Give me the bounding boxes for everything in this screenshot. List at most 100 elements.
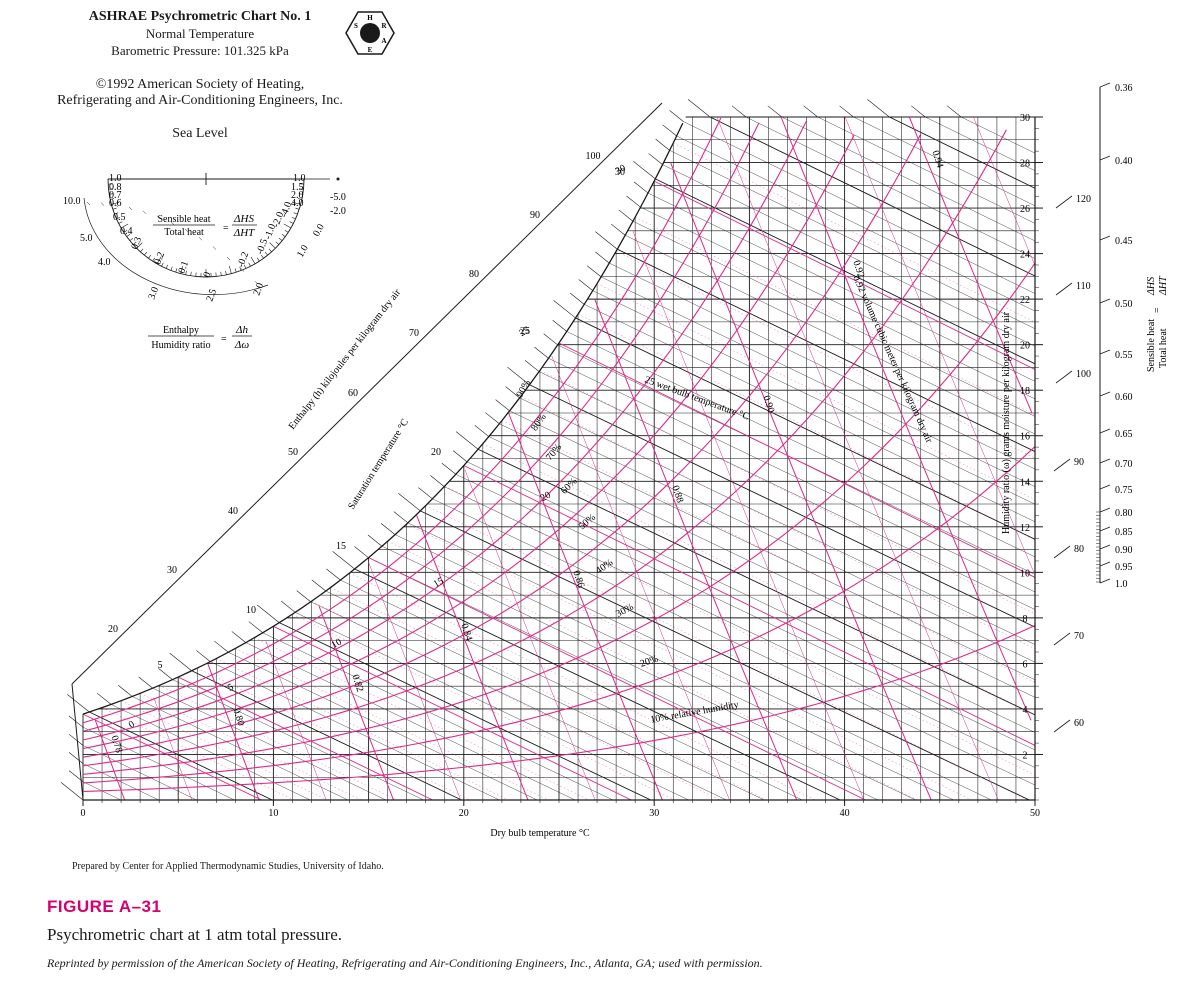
prepared-by: Prepared by Center for Applied Thermodyn… xyxy=(72,861,384,872)
shr-tick xyxy=(1099,155,1111,161)
enthalpy-right-tick xyxy=(1055,195,1073,209)
enthalpy-line xyxy=(519,397,1036,645)
shr-tick xyxy=(1099,235,1111,241)
protractor-inner-tick xyxy=(156,215,161,219)
enthalpy-line xyxy=(961,116,1036,154)
protractor-inner-tick xyxy=(170,221,175,225)
protractor-label-far-right: 1.0 xyxy=(295,243,311,259)
volume-label: 0.92 xyxy=(850,259,866,279)
volume-line xyxy=(594,298,798,801)
protractor-label-right: -0.5 xyxy=(254,237,270,256)
y-tick-label: 16 xyxy=(1020,432,1030,443)
enthalpy-line xyxy=(745,116,1036,259)
shr-label: 0.45 xyxy=(1115,236,1133,247)
enthalpy-tick xyxy=(60,782,84,801)
protractor-inner-tick xyxy=(198,237,203,241)
wet-bulb-line xyxy=(292,613,675,801)
protractor-inner-tick xyxy=(100,202,105,206)
volume-line xyxy=(265,640,327,801)
rh-curve xyxy=(82,122,760,732)
rh-label: 20% xyxy=(639,654,660,670)
shr-tick xyxy=(1099,578,1111,584)
enthalpy-line xyxy=(325,590,765,801)
protractor-sensible-label: Sensible heat xyxy=(157,214,210,225)
y-tick-label: 12 xyxy=(1020,523,1030,534)
y-tick-label: 4 xyxy=(1023,705,1028,716)
protractor-label-right: 1.0 xyxy=(293,173,306,184)
enthalpy-line xyxy=(407,522,992,801)
enthalpy-tick xyxy=(196,650,211,662)
volume-label: 0.86 xyxy=(570,569,586,589)
enthalpy-right-label: 110 xyxy=(1076,281,1091,292)
enthalpy-line xyxy=(354,568,841,801)
ashrae-logo: H R A E S xyxy=(345,11,395,55)
protractor-tick xyxy=(180,265,183,274)
enthalpy-tick xyxy=(214,640,229,653)
enthalpy-tick xyxy=(248,621,263,633)
enthalpy-tick xyxy=(68,752,84,764)
protractor-tick xyxy=(123,229,128,233)
protractor-tick xyxy=(243,264,247,269)
enthalpy-line xyxy=(82,763,159,801)
protractor-tick xyxy=(275,241,280,245)
protractor-label-left: 1.0 xyxy=(109,173,122,184)
protractor-label-left: 0.7 xyxy=(109,190,122,201)
enthalpy-tick xyxy=(633,181,649,194)
saturation-temp-label: 20 xyxy=(431,447,441,458)
y-tick-label: 20 xyxy=(1020,341,1030,352)
volume-line xyxy=(94,720,126,801)
protractor-tick xyxy=(261,254,264,259)
enthalpy-line xyxy=(566,331,1036,558)
enthalpy-line xyxy=(662,164,1036,347)
chart-subtitle: Normal Temperature xyxy=(145,26,255,41)
wet-bulb-line xyxy=(520,396,1036,650)
enthalpy-tick xyxy=(281,600,296,613)
protractor-label-inner: 2.0 xyxy=(251,282,266,298)
shr-tick xyxy=(1099,349,1111,355)
protractor-tick xyxy=(281,234,286,237)
saturation-temp-label: 5 xyxy=(158,660,163,671)
enthalpy-line xyxy=(455,474,1036,751)
shr-label: 1.0 xyxy=(1115,579,1128,590)
enthalpy-tick xyxy=(393,511,409,524)
chart-labels: 203040506070809010012011010090807060Enth… xyxy=(81,83,1170,839)
enthalpy-line xyxy=(432,498,1036,786)
volume-line xyxy=(153,697,193,801)
logo-letter-h: H xyxy=(367,14,373,22)
rh-curve xyxy=(82,117,722,724)
enthalpy-line xyxy=(584,304,1036,522)
protractor-tick xyxy=(120,223,129,229)
figure-caption: Psychrometric chart at 1 atm total press… xyxy=(47,925,343,944)
enthalpy-line xyxy=(669,150,1036,329)
protractor-tick xyxy=(292,202,301,205)
shr-label: 0.55 xyxy=(1115,350,1133,361)
volume-label: 0.84 xyxy=(458,622,474,642)
saturation-line xyxy=(82,122,684,715)
enthalpy-tick xyxy=(611,223,626,236)
enthalpy-label: 40 xyxy=(228,506,238,517)
enthalpy-tick xyxy=(648,153,663,165)
wet-bulb-line xyxy=(673,142,1036,323)
protractor-label-far-right: -5.0 xyxy=(330,192,346,203)
enthalpy-tick xyxy=(67,694,90,713)
volume-label: 0.88 xyxy=(669,484,685,504)
protractor-label-inner: 5.0 xyxy=(80,233,93,244)
wet-bulb-line xyxy=(387,541,918,801)
enthalpy-line xyxy=(488,436,1036,698)
enthalpy-tick xyxy=(669,110,684,122)
wet-bulb-line xyxy=(101,707,294,801)
shr-ratio-top: ΔHS xyxy=(1146,277,1157,296)
enthalpy-tick xyxy=(380,523,396,535)
enthalpy-line xyxy=(625,235,1036,435)
shr-axis-label-top: Sensible heat xyxy=(1146,319,1157,372)
wet-bulb-label: 25 xyxy=(518,325,532,340)
saturation-curve xyxy=(71,102,684,801)
rh-curve xyxy=(82,624,1036,793)
protractor-tick xyxy=(185,270,187,275)
enthalpy-right-label: 90 xyxy=(1074,457,1084,468)
enthalpy-lines xyxy=(60,99,1036,801)
protractor-dot xyxy=(336,177,340,181)
shr-label: 0.40 xyxy=(1115,156,1133,167)
rh-label: 50% xyxy=(577,512,598,532)
x-tick-label: 50 xyxy=(1030,808,1040,819)
